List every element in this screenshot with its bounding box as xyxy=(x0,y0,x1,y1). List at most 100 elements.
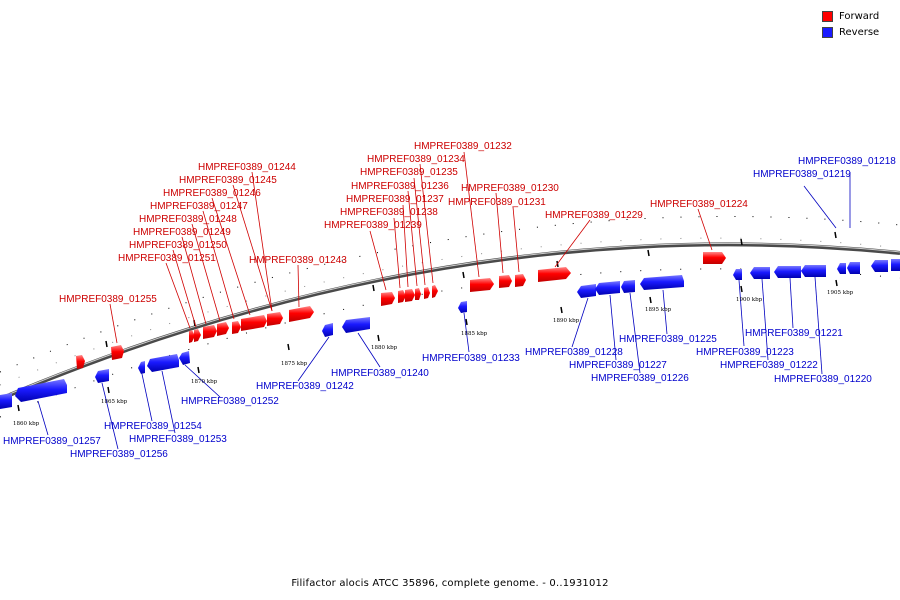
gene-arrow-forward[interactable] xyxy=(76,355,85,369)
gene-arrow-reverse[interactable] xyxy=(95,369,109,383)
reverse-gene-label: HMPREF0389_01226 xyxy=(591,373,689,384)
forward-gene-label: HMPREF0389_01229 xyxy=(545,210,643,221)
reverse-track xyxy=(0,268,900,418)
reverse-gene-label: HMPREF0389_01225 xyxy=(619,334,717,345)
reverse-leaders xyxy=(37,172,851,450)
forward-gene-label: HMPREF0389_01234 xyxy=(367,154,465,165)
reverse-gene-label: HMPREF0389_01257 xyxy=(3,436,101,447)
gene-arrow-forward[interactable] xyxy=(703,252,726,264)
gene-arrow-reverse[interactable] xyxy=(847,262,860,274)
gene-arrow-reverse[interactable] xyxy=(837,263,846,274)
reverse-gene-label: HMPREF0389_01228 xyxy=(525,347,623,358)
gene-arrow-forward[interactable] xyxy=(232,321,241,334)
scale-label-2: 1870 kbp xyxy=(191,379,218,385)
forward-gene-label: HMPREF0389_01237 xyxy=(346,194,444,205)
reverse-gene-label: HMPREF0389_01256 xyxy=(70,449,168,460)
gene-arrow-reverse[interactable] xyxy=(891,259,900,271)
forward-gene-label: HMPREF0389_01248 xyxy=(139,214,237,225)
forward-gene-label: HMPREF0389_01247 xyxy=(150,201,248,212)
gene-arrow-reverse[interactable] xyxy=(871,260,888,272)
gene-arrow-forward[interactable] xyxy=(289,306,314,322)
reverse-gene-label: HMPREF0389_01218 xyxy=(798,156,896,167)
gene-arrow-reverse[interactable] xyxy=(577,284,596,298)
scale-label-8: 1900 kbp xyxy=(736,297,763,303)
reverse-label: Reverse xyxy=(839,26,880,38)
scale-label-6: 1890 kbp xyxy=(553,318,580,324)
reverse-gene-label: HMPREF0389_01219 xyxy=(753,169,851,180)
scale-label-9: 1905 kbp xyxy=(827,290,854,296)
forward-gene-label: HMPREF0389_01236 xyxy=(351,181,449,192)
gene-arrow-forward[interactable] xyxy=(267,312,283,326)
scale-label-5: 1885 kbp xyxy=(461,331,488,337)
gene-arrow-forward[interactable] xyxy=(515,274,526,287)
gene-arrow-forward[interactable] xyxy=(203,325,217,339)
gene-arrow-reverse[interactable] xyxy=(595,281,620,295)
forward-gene-label: HMPREF0389_01251 xyxy=(118,253,216,264)
forward-gene-label: HMPREF0389_01231 xyxy=(448,197,546,208)
forward-gene-label: HMPREF0389_01245 xyxy=(179,175,277,186)
forward-gene-label: HMPREF0389_01235 xyxy=(360,167,458,178)
gene-arrow-reverse[interactable] xyxy=(621,280,635,293)
gene-arrow-forward[interactable] xyxy=(415,288,421,300)
scale-label-3: 1875 kbp xyxy=(281,361,308,367)
scale-labels: 1860 kbp 1865 kbp 1870 kbp 1875 kbp 1880 kbp… xyxy=(13,290,854,427)
reverse-gene-label: HMPREF0389_01240 xyxy=(331,368,429,379)
gene-arrow-reverse[interactable] xyxy=(138,361,145,374)
forward-gene-label: HMPREF0389_01230 xyxy=(461,183,559,194)
gene-arrow-forward[interactable] xyxy=(499,275,512,288)
forward-gene-label: HMPREF0389_01255 xyxy=(59,294,157,305)
reverse-gene-labels: HMPREF0389_01257 HMPREF0389_01256 HMPREF03… xyxy=(3,156,896,460)
gene-arrow-forward[interactable] xyxy=(470,278,494,292)
gene-arrow-forward[interactable] xyxy=(111,345,124,360)
gene-arrow-reverse[interactable] xyxy=(750,267,770,279)
scale-label-4: 1880 kbp xyxy=(371,345,398,351)
legend: Forward Reverse xyxy=(822,8,892,40)
gene-arrow-forward[interactable] xyxy=(432,285,438,298)
forward-swatch xyxy=(822,10,833,22)
forward-gene-labels: HMPREF0389_01255 HMPREF0389_01251 HMPREF03… xyxy=(59,141,748,305)
forward-gene-label: HMPREF0389_01232 xyxy=(414,141,512,152)
gene-arrow-forward[interactable] xyxy=(189,330,195,343)
gene-arrow-forward[interactable] xyxy=(241,315,267,331)
gene-arrow-reverse[interactable] xyxy=(15,379,67,402)
reverse-gene-label: HMPREF0389_01222 xyxy=(720,360,818,371)
forward-gene-label: HMPREF0389_01244 xyxy=(198,162,296,173)
gene-arrow-reverse[interactable] xyxy=(179,351,190,365)
gene-arrow-reverse[interactable] xyxy=(0,393,12,409)
reverse-gene-label: HMPREF0389_01221 xyxy=(745,328,843,339)
gene-arrow-forward[interactable] xyxy=(194,329,201,342)
genome-caption: Filifactor alocis ATCC 35896, complete g… xyxy=(291,578,609,589)
gene-arrow-reverse[interactable] xyxy=(801,265,826,277)
forward-leaders xyxy=(109,151,713,344)
gene-arrow-forward[interactable] xyxy=(398,290,406,303)
gene-arrow-forward[interactable] xyxy=(381,292,395,306)
gene-arrow-reverse[interactable] xyxy=(342,317,370,333)
forward-label: Forward xyxy=(839,10,880,22)
gene-arrow-forward[interactable] xyxy=(405,289,415,302)
gene-arrow-reverse[interactable] xyxy=(147,354,179,372)
gene-arrow-reverse[interactable] xyxy=(640,275,684,290)
gene-arrow-forward[interactable] xyxy=(217,322,229,336)
gene-arrow-reverse[interactable] xyxy=(322,323,333,337)
forward-gene-label: HMPREF0389_01249 xyxy=(133,227,231,238)
gene-arrow-forward[interactable] xyxy=(538,267,571,282)
reverse-gene-label: HMPREF0389_01223 xyxy=(696,347,794,358)
reverse-gene-label: HMPREF0389_01242 xyxy=(256,381,354,392)
reverse-swatch xyxy=(822,26,833,38)
reverse-gene-label: HMPREF0389_01227 xyxy=(569,360,667,371)
gene-arrow-reverse[interactable] xyxy=(774,266,801,278)
reverse-gene-label: HMPREF0389_01233 xyxy=(422,353,520,364)
scale-label-7: 1895 kbp xyxy=(645,307,672,313)
forward-gene-label: HMPREF0389_01224 xyxy=(650,199,748,210)
gene-arrow-forward[interactable] xyxy=(424,287,430,299)
forward-gene-label: HMPREF0389_01243 xyxy=(249,255,347,266)
gene-arrow-reverse[interactable] xyxy=(733,269,742,280)
forward-genes xyxy=(76,252,726,369)
genome-backbone xyxy=(0,242,900,401)
forward-gene-label: HMPREF0389_01238 xyxy=(340,207,438,218)
gene-arrow-reverse[interactable] xyxy=(458,301,467,313)
scale-label-0: 1860 kbp xyxy=(13,421,40,427)
reverse-gene-label: HMPREF0389_01254 xyxy=(104,421,202,432)
reverse-gene-label: HMPREF0389_01253 xyxy=(129,434,227,445)
